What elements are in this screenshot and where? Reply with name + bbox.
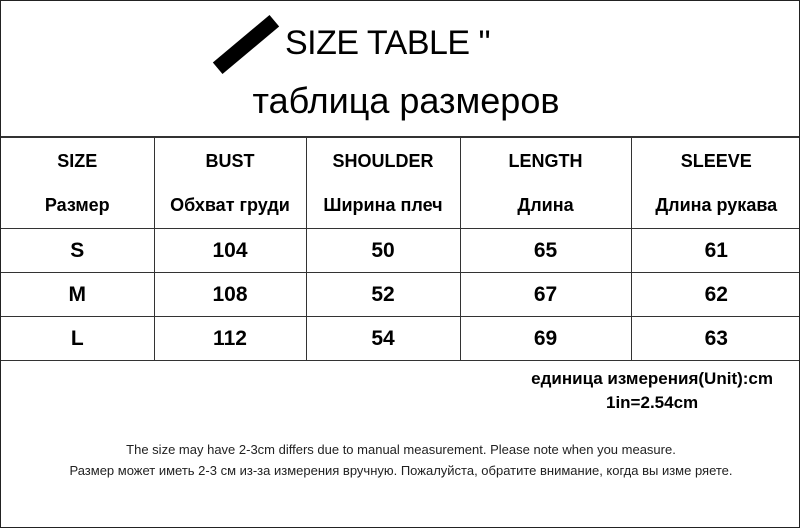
cell-size: L	[1, 316, 155, 361]
measurement-note: The size may have 2-3cm differs due to m…	[1, 439, 799, 481]
cell-bust: 112	[153, 316, 307, 361]
title-english: SIZE TABLE "	[285, 24, 491, 62]
cell-shoulder: 52	[305, 272, 461, 317]
table-row: L 112 54 69 63	[1, 316, 799, 361]
unit-label: единица измерения(Unit):cm	[531, 369, 773, 388]
size-table: SIZE Размер BUST Обхват груди SHOULDER Шири…	[1, 136, 799, 361]
unit-info: единица измерения(Unit):cm 1in=2.54cm	[531, 367, 773, 415]
cell-bust: 104	[153, 228, 307, 273]
slash-decoration-icon	[212, 14, 280, 75]
cell-length: 67	[459, 272, 632, 317]
title-russian: таблица размеров	[252, 80, 560, 121]
cell-sleeve: 62	[630, 272, 799, 317]
cell-length: 69	[459, 316, 632, 361]
note-english: The size may have 2-3cm differs due to m…	[126, 442, 676, 457]
header-size: SIZE Размер	[1, 136, 155, 229]
table-row: S 104 50 65 61	[1, 228, 799, 273]
cell-length: 65	[459, 228, 632, 273]
cell-size: M	[1, 272, 155, 317]
cell-sleeve: 63	[630, 316, 799, 361]
cell-bust: 108	[153, 272, 307, 317]
cell-size: S	[1, 228, 155, 273]
header-shoulder: SHOULDER Ширина плеч	[305, 136, 461, 229]
cell-shoulder: 50	[305, 228, 461, 273]
table-header-row: SIZE Размер BUST Обхват груди SHOULDER Шири…	[1, 136, 799, 229]
note-russian: Размер может иметь 2-3 см из-за измерени…	[69, 463, 733, 478]
header-length: LENGTH Длина	[459, 136, 632, 229]
table-row: M 108 52 67 62	[1, 272, 799, 317]
inch-conversion: 1in=2.54cm	[606, 393, 699, 412]
cell-sleeve: 61	[630, 228, 799, 273]
header-sleeve: SLEEVE Длина рукава	[630, 136, 799, 229]
cell-shoulder: 54	[305, 316, 461, 361]
header-bust: BUST Обхват груди	[153, 136, 307, 229]
